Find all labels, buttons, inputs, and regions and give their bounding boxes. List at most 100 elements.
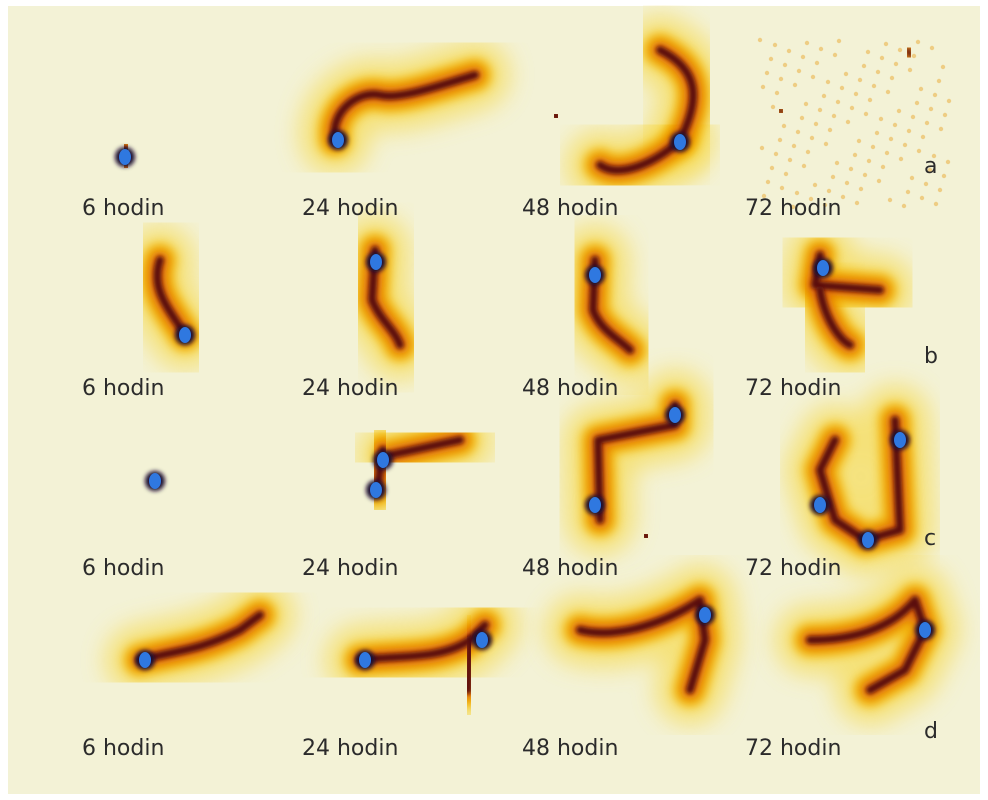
- speckle: [768, 56, 774, 62]
- speckle: [889, 75, 895, 81]
- speckle: [764, 70, 770, 76]
- speckle: [827, 127, 833, 133]
- panel-label: 24 hodin: [302, 376, 398, 401]
- hotspot: [814, 497, 826, 513]
- speckle: [778, 76, 784, 82]
- speckle: [813, 121, 819, 127]
- hotspot: [359, 652, 371, 668]
- hotspot: [919, 622, 931, 638]
- speckle: [769, 165, 775, 171]
- scan-image: [120, 443, 191, 519]
- speckle: [906, 128, 912, 134]
- speckle: [814, 60, 820, 66]
- speckle: [783, 171, 789, 177]
- scan-image: [325, 590, 520, 725]
- speckle: [883, 41, 889, 47]
- speckle: [861, 63, 867, 69]
- speckle: [923, 181, 929, 187]
- speckle: [887, 197, 893, 203]
- panel-label: 48 hodin: [522, 556, 618, 581]
- speckle: [905, 189, 911, 195]
- hotspot: [674, 134, 686, 150]
- hotspot: [894, 432, 906, 448]
- speckle: [870, 144, 876, 150]
- speckle: [945, 159, 951, 165]
- uptake: [816, 286, 854, 349]
- panel-label: 24 hodin: [302, 196, 398, 221]
- scan-image: [558, 225, 675, 385]
- speckle: [924, 120, 930, 126]
- panel-label: 6 hodin: [82, 736, 164, 761]
- panel-label: 48 hodin: [522, 196, 618, 221]
- hotspot: [119, 149, 131, 165]
- speckle: [875, 69, 881, 75]
- panel-label: 48 hodin: [522, 376, 618, 401]
- speckle: [782, 62, 788, 68]
- speckle: [799, 115, 805, 121]
- speckle: [817, 107, 823, 113]
- panel-label: 72 hodin: [745, 556, 841, 581]
- uptake: [816, 416, 904, 544]
- uptake: [464, 636, 474, 694]
- panel-label: 6 hodin: [82, 556, 164, 581]
- speckle: [794, 190, 800, 196]
- speckle: [803, 101, 809, 107]
- scan-image: [520, 15, 728, 206]
- speckle: [888, 136, 894, 142]
- speckle: [781, 123, 787, 129]
- hotspot: [669, 407, 681, 423]
- speckle: [809, 135, 815, 141]
- speckle: [885, 89, 891, 95]
- uptake: [641, 531, 651, 541]
- uptake: [806, 596, 929, 694]
- hotspot: [817, 260, 829, 276]
- speckle: [821, 93, 827, 99]
- speckle: [942, 112, 948, 118]
- speckle: [857, 77, 863, 83]
- speckle: [831, 113, 837, 119]
- speckle: [845, 119, 851, 125]
- speckle: [777, 137, 783, 143]
- speckle: [946, 98, 952, 104]
- hotspot: [589, 497, 601, 513]
- row-letter: c: [924, 526, 936, 551]
- panel-label: 24 hodin: [302, 736, 398, 761]
- speckle: [779, 185, 785, 191]
- scan-image: [785, 385, 935, 575]
- uptake: [656, 46, 697, 144]
- speckle: [854, 200, 860, 206]
- speckle: [761, 193, 767, 199]
- speckle: [884, 150, 890, 156]
- speckle: [862, 172, 868, 178]
- speckle: [941, 173, 947, 179]
- scan-image: [775, 565, 960, 725]
- hotspot: [699, 607, 711, 623]
- scan-image: [122, 225, 220, 370]
- speckle: [834, 160, 840, 166]
- hotspot: [149, 473, 161, 489]
- panel-label: 72 hodin: [745, 736, 841, 761]
- speckle: [874, 130, 880, 136]
- scan-image: [342, 405, 495, 525]
- uptake: [905, 47, 913, 58]
- speckle: [848, 166, 854, 172]
- speckle: [757, 37, 763, 43]
- uptake: [386, 436, 464, 459]
- speckle: [867, 97, 873, 103]
- speckle: [830, 174, 836, 180]
- speckle: [856, 138, 862, 144]
- hotspot: [862, 532, 874, 548]
- scan-image: [780, 220, 915, 380]
- speckle: [759, 145, 765, 151]
- hotspot: [370, 482, 382, 498]
- hotspot: [370, 254, 382, 270]
- speckle: [804, 40, 810, 46]
- speckle: [805, 149, 811, 155]
- speckle: [791, 143, 797, 149]
- speckle: [901, 203, 907, 209]
- speckle: [866, 158, 872, 164]
- speckle: [832, 52, 838, 58]
- hotspot: [139, 652, 151, 668]
